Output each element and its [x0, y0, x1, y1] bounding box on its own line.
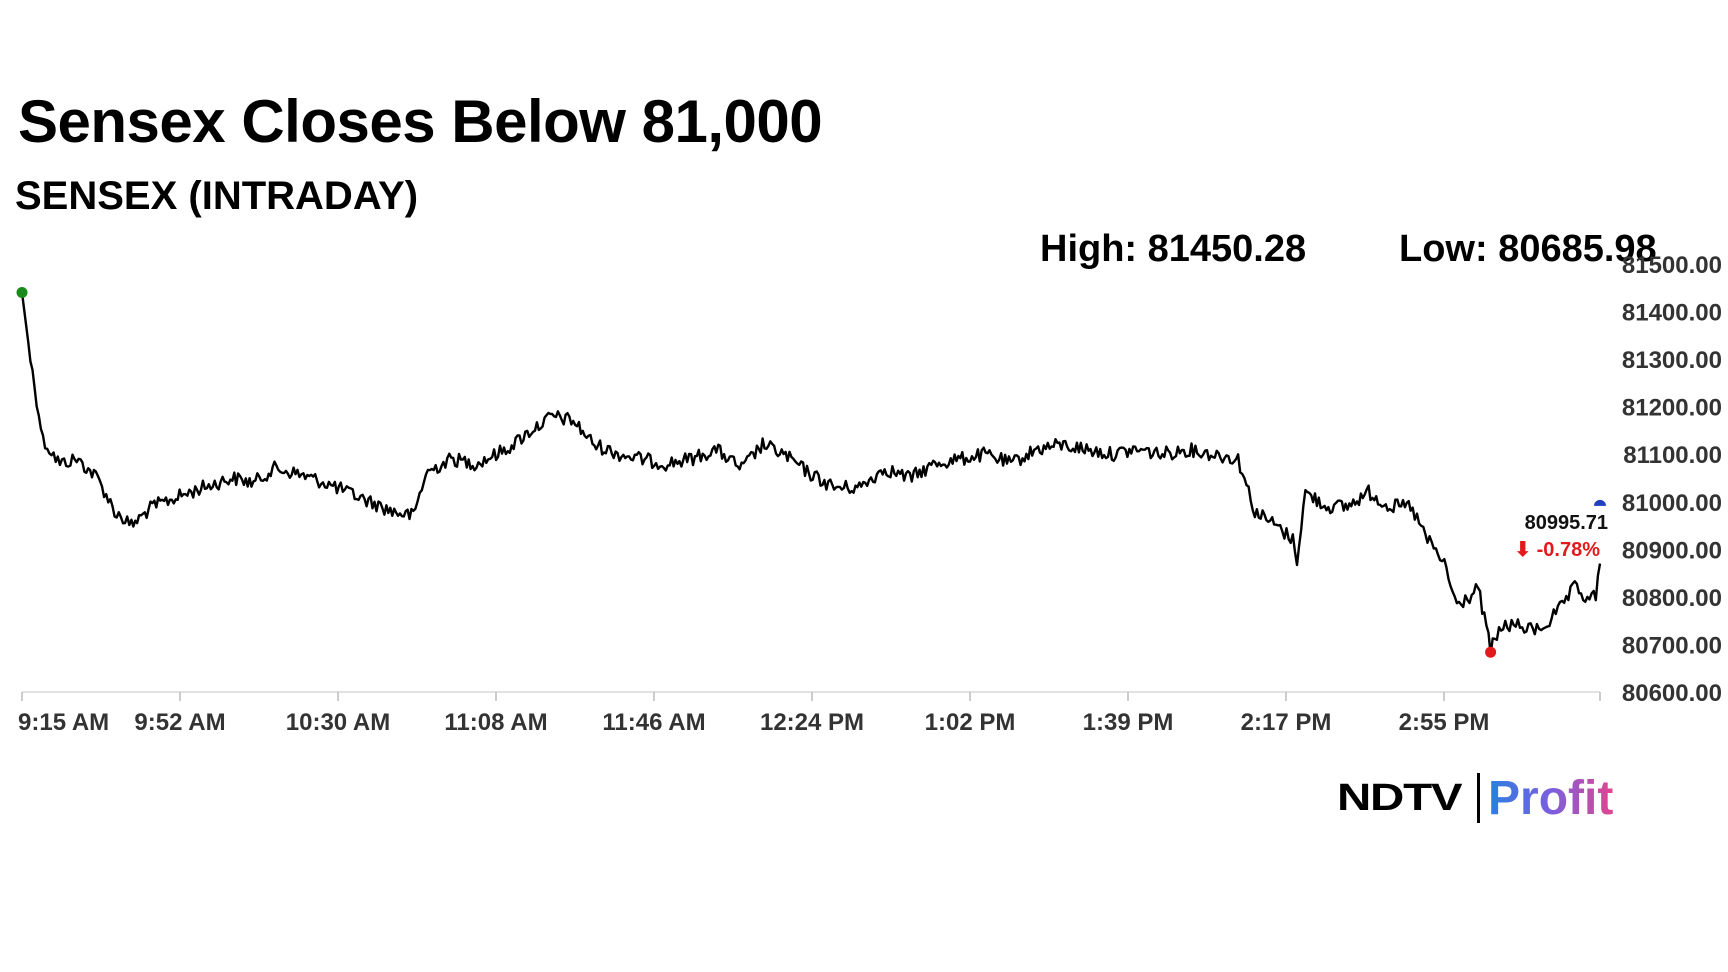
y-tick-label: 80600.00 [1622, 680, 1722, 707]
x-tick-label: 11:46 AM [602, 709, 705, 736]
y-tick-label: 81300.00 [1622, 347, 1722, 374]
logo-divider [1477, 773, 1480, 823]
x-tick-label: 11:08 AM [444, 709, 547, 736]
close-annotation: 80995.71 ⬇ -0.78% [1514, 512, 1608, 561]
x-tick-label: 2:55 PM [1399, 709, 1490, 736]
ndtv-wordmark: NDTV [1337, 776, 1463, 819]
y-axis: 80600.00 80700.00 80800.00 80900.00 81000.00… [1622, 252, 1722, 707]
y-tick-label: 81000.00 [1622, 490, 1722, 517]
x-tick-label: 10:30 AM [286, 709, 390, 736]
markers-layer [16, 287, 1606, 658]
y-tick-label: 81100.00 [1623, 442, 1722, 469]
profit-wordmark: Profit [1488, 771, 1614, 825]
y-tick-label: 81500.00 [1622, 252, 1722, 279]
x-tick-label: 12:24 PM [760, 709, 864, 736]
x-tick-label: 2:17 PM [1241, 709, 1332, 736]
change-percent-label: ⬇ -0.78% [1514, 539, 1600, 561]
series-layer [20, 292, 1602, 656]
y-tick-label: 81400.00 [1622, 300, 1722, 327]
close-value-label: 80995.71 [1525, 512, 1608, 534]
x-axis: 9:15 AM 9:52 AM 10:30 AM 11:08 AM 11:46 AM 12… [18, 691, 1601, 736]
high-stat: High: 81450.28 [1040, 228, 1307, 270]
y-tick-label: 80700.00 [1622, 632, 1722, 659]
open-marker [16, 287, 28, 299]
day-low-marker [1485, 646, 1497, 658]
y-tick-label: 80900.00 [1622, 537, 1722, 564]
chart-subtitle: SENSEX (INTRADAY) [15, 174, 419, 218]
x-tick-label: 1:02 PM [925, 709, 1016, 736]
close-marker [1594, 499, 1606, 506]
low-stat: Low: 80685.98 [1399, 228, 1657, 270]
sensex-series-line [20, 292, 1602, 656]
ndtv-profit-logo: NDTV Profit [1337, 768, 1613, 828]
y-tick-label: 80800.00 [1622, 585, 1722, 612]
headline: Sensex Closes Below 81,000 [18, 88, 823, 155]
x-tick-label: 9:15 AM [18, 709, 109, 736]
x-tick-label: 1:39 PM [1083, 709, 1174, 736]
y-tick-label: 81200.00 [1622, 395, 1722, 422]
x-tick-label: 9:52 AM [134, 709, 225, 736]
